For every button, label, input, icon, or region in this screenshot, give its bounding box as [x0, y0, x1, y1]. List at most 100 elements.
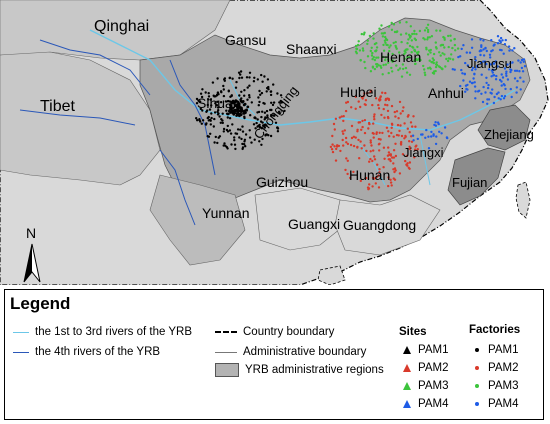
factory-point	[425, 128, 428, 132]
label-guangxi: Guangxi	[288, 216, 340, 232]
factory-point	[260, 127, 263, 130]
factory-point	[470, 68, 474, 72]
factory-point	[434, 121, 437, 124]
factory-point	[506, 78, 510, 81]
factory-point	[381, 91, 384, 94]
factory-point	[432, 133, 435, 136]
factory-point	[492, 101, 496, 105]
factory-point	[334, 117, 338, 121]
factory-point	[406, 115, 410, 118]
factory-point	[269, 93, 273, 97]
factory-point	[422, 64, 425, 68]
factory-point	[408, 131, 411, 134]
river-4th-f	[159, 149, 196, 226]
factory-point	[363, 92, 366, 95]
factory-point	[387, 116, 390, 120]
factory-point	[405, 71, 409, 74]
factory-point	[361, 119, 364, 123]
factory-point	[212, 94, 215, 97]
factory-point	[382, 43, 385, 47]
factory-point	[385, 126, 389, 129]
factory-point	[371, 51, 374, 55]
factory-point	[426, 36, 430, 39]
factory-point	[242, 112, 246, 115]
factory-point	[473, 81, 476, 84]
factory-point	[248, 76, 251, 79]
factory-point	[441, 43, 445, 47]
factory-point	[413, 48, 416, 51]
factory-point	[505, 70, 508, 73]
factory-point	[212, 125, 215, 128]
factory-point	[371, 176, 375, 180]
factory-point	[228, 76, 231, 80]
factory-point	[258, 126, 262, 129]
factory-point	[390, 28, 394, 31]
factory-point	[388, 49, 391, 53]
factory-point	[403, 122, 406, 125]
factory-point	[248, 71, 252, 75]
factory-point	[409, 25, 412, 28]
factory-point	[413, 156, 416, 159]
factory-point	[330, 148, 334, 151]
factory-point	[377, 186, 381, 189]
factory-point	[504, 38, 507, 42]
factory-point	[416, 137, 419, 141]
factory-point	[369, 139, 372, 142]
factory-point	[387, 61, 390, 64]
factory-point	[356, 43, 360, 47]
factory-point	[430, 35, 434, 38]
factory-point	[493, 95, 496, 99]
factory-point	[464, 84, 468, 87]
factory-point	[394, 115, 397, 118]
factory-point	[393, 167, 397, 170]
factory-point	[505, 72, 508, 75]
factory-point	[386, 43, 389, 47]
factory-point	[362, 95, 365, 98]
factory-point	[260, 73, 263, 77]
factory-point	[373, 58, 377, 62]
factory-point	[276, 126, 279, 129]
factory-point	[235, 100, 239, 103]
factory-point	[440, 132, 443, 135]
factory-point	[248, 94, 251, 97]
factory-point	[473, 73, 476, 76]
factory-point	[430, 135, 433, 138]
factory-point	[237, 109, 241, 113]
factory-point	[263, 75, 266, 78]
factory-point	[441, 67, 444, 71]
factory-point	[415, 32, 418, 36]
legend-item-country-boundary: Country boundary	[215, 326, 334, 338]
factory-point	[340, 115, 343, 118]
factory-point	[241, 100, 245, 103]
factory-point	[414, 145, 417, 148]
factory-point	[468, 51, 472, 54]
factory-point	[355, 52, 358, 55]
factory-point	[372, 149, 375, 152]
factory-point	[371, 159, 374, 163]
factory-point	[394, 154, 398, 158]
factory-point	[434, 41, 437, 44]
factory-point	[443, 53, 446, 56]
factory-point	[400, 134, 404, 138]
factory-point	[416, 45, 419, 49]
factory-point	[511, 49, 514, 52]
factory-point	[386, 58, 390, 61]
factory-point	[466, 64, 469, 67]
factory-point	[496, 65, 499, 68]
factory-point	[432, 58, 435, 62]
factory-point	[366, 39, 369, 42]
factory-point	[240, 76, 244, 79]
factory-point	[388, 135, 391, 138]
factory-point	[510, 95, 513, 99]
factory-point	[478, 89, 481, 93]
factory-point	[222, 94, 226, 98]
factory-point	[484, 91, 487, 94]
site-label: PAM3	[418, 380, 449, 392]
factory-point	[373, 155, 376, 158]
factory-point	[241, 142, 244, 146]
factory-point	[207, 115, 210, 119]
factory-point	[498, 78, 502, 82]
factory-point	[372, 37, 375, 40]
factory-point	[377, 56, 380, 59]
factory-point	[221, 121, 224, 125]
